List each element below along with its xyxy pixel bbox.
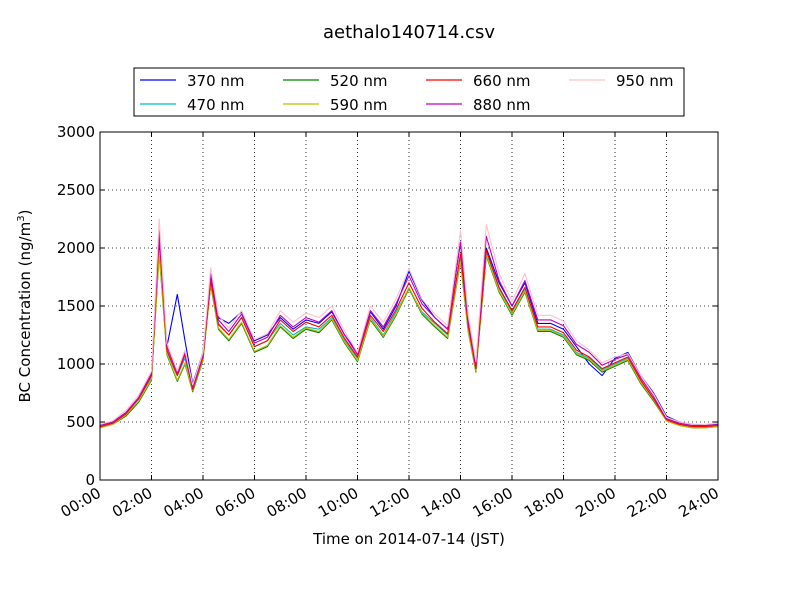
x-axis-label: Time on 2014-07-14 (JST) [312,530,505,548]
x-tick-label: 08:00 [264,484,310,521]
legend-box [133,67,685,117]
legend-label: 880 nm [473,96,531,114]
plot-area: 00:00 02:00 04:00 06:00 08:00 10:00 12:00 14:00… [57,123,722,521]
x-tick-label: 04:00 [161,484,207,521]
x-tick-label: 10:00 [315,484,361,521]
x-tick-label: 20:00 [573,484,619,521]
legend-label: 370 nm [187,72,245,90]
x-tick-label: 14:00 [418,484,464,521]
x-tick-label: 22:00 [624,484,670,521]
y-tick-label: 1500 [57,297,95,315]
x-tick-label: 12:00 [367,484,413,521]
y-tick-label: 0 [85,471,95,489]
y-tick-label: 3000 [57,123,95,141]
y-tick-label: 2000 [57,239,95,257]
legend-label: 660 nm [473,72,531,90]
y-tick-label: 2500 [57,181,95,199]
chart-title: aethalo140714.csv [323,22,495,43]
x-tick-label: 16:00 [470,484,516,521]
x-tick-label: 02:00 [109,484,155,521]
chart-legend: 370 nm 470 nm 520 nm 590 nm 660 nm 880 nm 950 … [133,67,685,117]
legend-label: 950 nm [616,72,674,90]
x-tick-label: 06:00 [212,484,258,521]
series-line-950-nm [99,218,719,425]
y-tick-label: 1000 [57,355,95,373]
legend-label: 590 nm [330,96,388,114]
y-tick-label: 500 [66,413,95,431]
x-tick-label: 24:00 [676,484,722,521]
y-axis-label: BC Concentration (ng/m3) [16,210,34,403]
legend-label: 470 nm [187,96,245,114]
series-line-590-nm [99,252,719,429]
x-tick-label: 18:00 [521,484,567,521]
legend-label: 520 nm [330,72,388,90]
x-tick-label: 00:00 [58,484,104,521]
